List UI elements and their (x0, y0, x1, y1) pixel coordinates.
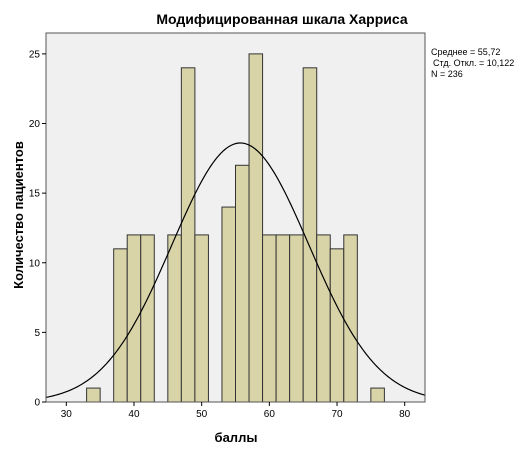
stats-legend: Среднее = 55,72 Стд. Откл. = 10,122 N = … (431, 47, 514, 79)
bar-3 (140, 234, 155, 403)
bar-0 (86, 387, 101, 403)
y-tick-label: 0 (34, 398, 40, 409)
stat-n: N = 236 (431, 69, 463, 79)
bar-1 (113, 248, 128, 403)
normal-curve (45, 142, 426, 398)
x-tick-label: 60 (264, 409, 276, 420)
x-tick-label: 30 (61, 409, 73, 420)
y-tick-label: 5 (34, 328, 40, 339)
bar-2 (126, 234, 142, 403)
bar-17 (370, 387, 385, 403)
bar-13 (302, 67, 318, 403)
bar-4 (167, 234, 182, 403)
plot-frame (45, 32, 426, 403)
y-tick-label: 25 (29, 49, 41, 60)
bar-5 (180, 67, 196, 403)
x-tick-label: 70 (331, 409, 343, 420)
bar-6 (194, 234, 209, 403)
bar-14 (316, 234, 331, 403)
x-axis: 30 40 50 60 70 80 (61, 402, 411, 420)
y-tick-label: 20 (29, 119, 41, 130)
bars-group (86, 53, 385, 403)
bar-8 (235, 164, 250, 403)
x-tick-label: 80 (399, 409, 411, 420)
y-tick-label: 15 (29, 189, 41, 200)
bar-9 (248, 53, 264, 403)
y-tick-label: 10 (29, 258, 41, 269)
stat-std: Стд. Откл. = 10,122 (433, 58, 514, 68)
stat-mean: Среднее = 55,72 (431, 47, 500, 57)
x-tick-label: 50 (196, 409, 208, 420)
bar-12 (289, 234, 304, 403)
y-axis: 0 5 10 15 20 25 (29, 49, 46, 409)
bar-16 (343, 234, 358, 403)
bar-15 (329, 248, 345, 403)
bar-11 (275, 234, 291, 403)
bar-10 (262, 234, 277, 403)
x-tick-label: 40 (128, 409, 140, 420)
bar-7 (221, 206, 236, 403)
chart-title: Модифицированная шкала Харриса (156, 11, 407, 27)
y-axis-title: Количество пациентов (11, 141, 26, 289)
x-axis-title: баллы (215, 430, 258, 445)
